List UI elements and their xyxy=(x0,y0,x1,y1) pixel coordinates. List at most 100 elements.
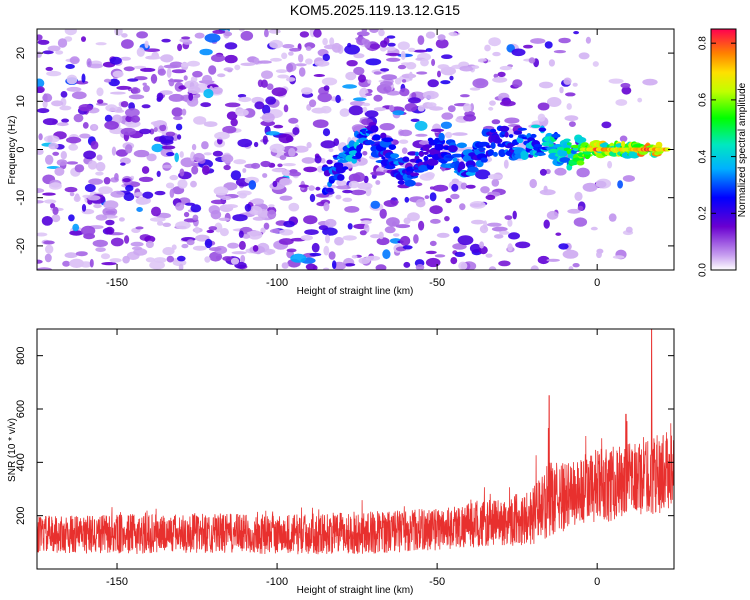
heatmap-cell xyxy=(79,133,91,139)
heatmap-cell xyxy=(486,222,502,227)
heatmap-cell xyxy=(52,151,60,156)
heatmap-cell xyxy=(142,82,147,86)
heatmap-cell xyxy=(122,255,130,264)
heatmap-cell xyxy=(177,179,188,189)
heatmap-cell xyxy=(511,48,526,57)
heatmap-cell xyxy=(437,70,441,78)
heatmap-cell xyxy=(543,219,550,229)
heatmap-cell xyxy=(203,152,212,156)
heatmap-cell xyxy=(427,79,439,88)
heatmap-cell xyxy=(314,60,330,67)
heatmap-cell xyxy=(418,164,430,172)
heatmap-cell xyxy=(60,151,67,160)
heatmap-cell xyxy=(451,132,468,136)
heatmap-cell xyxy=(56,122,69,127)
heatmap-cell xyxy=(87,195,101,201)
heatmap-cell xyxy=(425,257,441,268)
heatmap-cell xyxy=(114,29,123,36)
snr-panel: -150 -100 -50 0 200 400 600 800 Height of stra… xyxy=(7,328,675,596)
heatmap-cell xyxy=(74,164,85,173)
heatmap-cell xyxy=(429,240,437,247)
spectrogram-y-ticks: -20 -10 0 10 20 xyxy=(15,47,674,254)
heatmap-cell xyxy=(465,184,476,189)
heatmap-cell xyxy=(500,100,516,107)
heatmap-cell xyxy=(298,67,306,77)
heatmap-cell xyxy=(201,141,209,150)
heatmap-cell xyxy=(517,127,527,131)
heatmap-cell xyxy=(423,151,429,155)
heatmap-cell xyxy=(558,37,571,44)
heatmap-cell xyxy=(378,29,385,37)
heatmap-cell xyxy=(120,101,129,108)
heatmap-cell xyxy=(655,141,663,149)
heatmap-cell xyxy=(301,157,316,164)
heatmap-cell xyxy=(507,243,513,252)
heatmap-cell xyxy=(37,108,50,114)
heatmap-cell xyxy=(322,128,331,137)
heatmap-cell xyxy=(345,71,357,81)
heatmap-cell xyxy=(435,38,449,49)
heatmap-cell xyxy=(109,56,122,65)
heatmap-cell xyxy=(230,257,240,265)
heatmap-cell xyxy=(260,227,266,234)
heatmap-cell xyxy=(269,143,285,153)
heatmap-cell xyxy=(298,184,309,188)
heatmap-cell xyxy=(444,131,453,139)
heatmap-cell xyxy=(488,266,497,270)
heatmap-cell xyxy=(577,205,584,211)
heatmap-cell xyxy=(278,133,293,144)
heatmap-cell xyxy=(344,44,360,55)
heatmap-cell xyxy=(408,97,421,104)
heatmap-cell xyxy=(114,173,119,181)
heatmap-cell xyxy=(192,245,207,251)
heatmap-cell xyxy=(200,102,212,108)
heatmap-cell xyxy=(124,235,130,244)
heatmap-cell xyxy=(411,92,417,99)
heatmap-cell xyxy=(185,202,195,206)
snr-frame xyxy=(36,328,675,570)
x-tick-label: -50 xyxy=(429,576,445,588)
heatmap-cell xyxy=(337,159,349,163)
heatmap-cell xyxy=(595,178,612,189)
heatmap-cell xyxy=(204,238,213,249)
heatmap-cell xyxy=(418,220,425,231)
heatmap-cell xyxy=(612,255,625,259)
colorbar-tick-label: 0.8 xyxy=(698,36,709,50)
snr-x-label: Height of straight line (km) xyxy=(297,585,414,596)
spectrogram-x-label: Height of straight line (km) xyxy=(297,286,414,297)
heatmap-cell xyxy=(361,29,367,34)
heatmap-cell xyxy=(286,63,294,73)
heatmap-cell xyxy=(488,37,501,47)
heatmap-cell xyxy=(180,62,190,67)
heatmap-cell xyxy=(355,151,363,159)
colorbar-gradient xyxy=(710,28,737,271)
heatmap-cell xyxy=(88,63,103,69)
heatmap-cell xyxy=(235,108,249,117)
heatmap-cell xyxy=(530,124,541,128)
heatmap-cell xyxy=(404,179,416,187)
heatmap-cell xyxy=(484,44,491,52)
heatmap-cell xyxy=(267,209,277,220)
heatmap-cell xyxy=(282,163,296,167)
heatmap-cell xyxy=(451,153,463,158)
heatmap-cell xyxy=(469,87,481,91)
heatmap-cell xyxy=(54,167,65,176)
heatmap-cell xyxy=(190,180,197,188)
heatmap-cell xyxy=(458,261,468,270)
heatmap-cell xyxy=(596,251,602,259)
heatmap-cell xyxy=(73,113,84,123)
heatmap-cell xyxy=(43,240,55,245)
heatmap-cell xyxy=(144,235,156,243)
heatmap-cell xyxy=(436,232,450,238)
heatmap-cell xyxy=(520,150,529,158)
heatmap-cell xyxy=(55,50,64,55)
heatmap-cell xyxy=(347,223,353,230)
heatmap-cell xyxy=(177,43,183,52)
heatmap-cell xyxy=(402,79,407,83)
heatmap-cell xyxy=(181,36,191,40)
heatmap-cell xyxy=(266,249,276,255)
heatmap-cell xyxy=(221,154,234,164)
heatmap-cell xyxy=(373,94,383,102)
heatmap-cell xyxy=(490,142,496,149)
